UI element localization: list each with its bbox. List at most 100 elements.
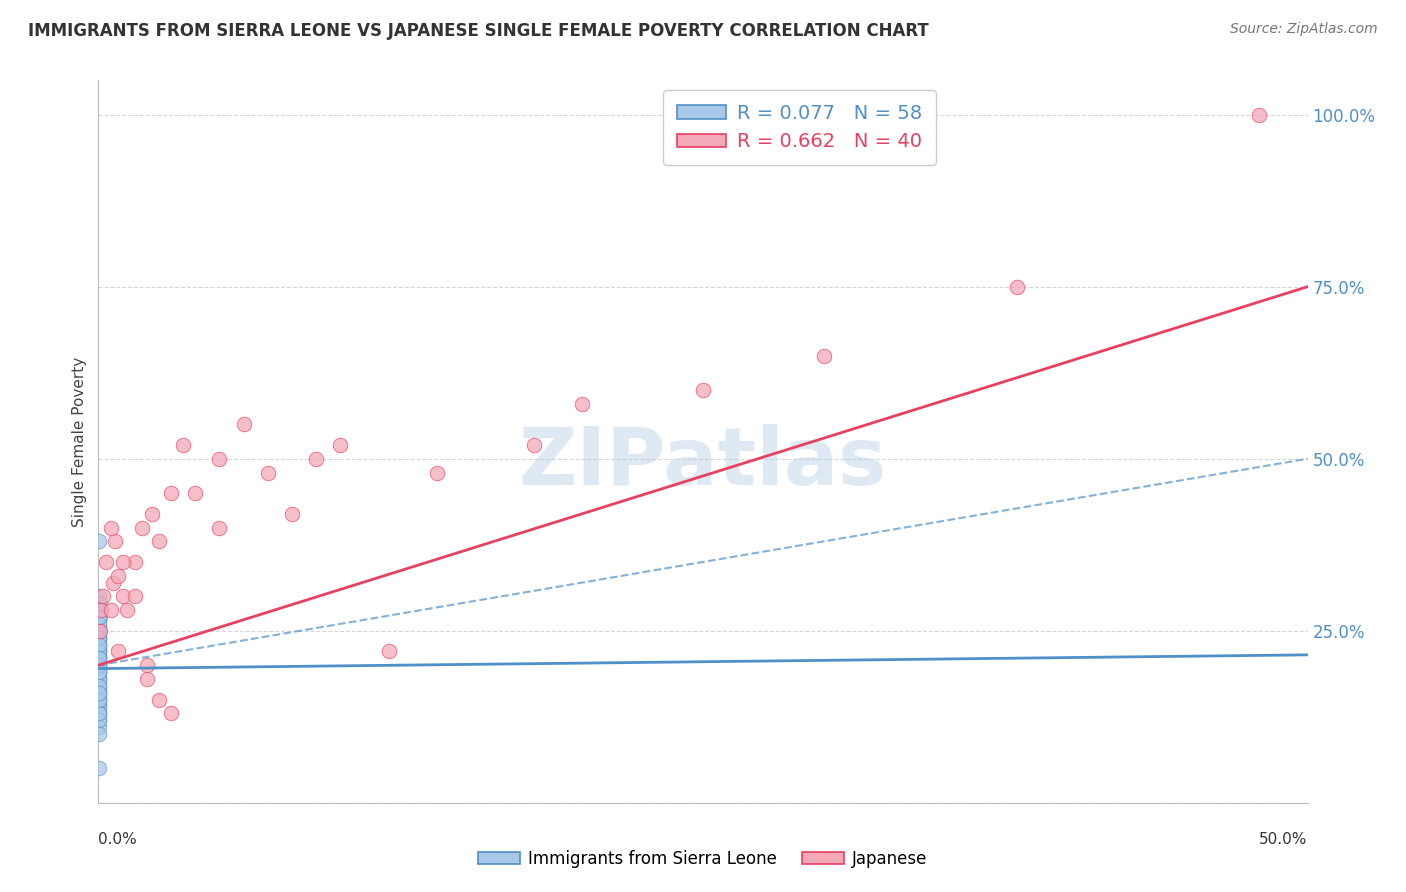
Point: [692, 383, 714, 397]
Point: [160, 706, 183, 721]
Point: [101, 575, 124, 590]
Point: [89, 638, 111, 652]
Point: [89, 665, 111, 679]
Point: [89, 686, 111, 700]
Point: [89, 651, 111, 665]
Point: [89, 672, 111, 686]
Point: [87, 706, 110, 721]
Point: [1007, 279, 1029, 293]
Point: [89, 665, 111, 679]
Point: [100, 520, 122, 534]
Text: Source: ZipAtlas.com: Source: ZipAtlas.com: [1230, 22, 1378, 37]
Point: [131, 520, 153, 534]
Legend: Immigrants from Sierra Leone, Japanese: Immigrants from Sierra Leone, Japanese: [471, 844, 935, 875]
Point: [281, 507, 304, 521]
Point: [141, 507, 163, 521]
Point: [117, 603, 139, 617]
Point: [208, 451, 231, 466]
Point: [89, 651, 111, 665]
Point: [87, 706, 110, 721]
Point: [89, 638, 111, 652]
Point: [89, 616, 111, 631]
Point: [523, 438, 546, 452]
Point: [89, 624, 111, 638]
Point: [89, 631, 111, 645]
Point: [87, 644, 110, 658]
Point: [87, 699, 110, 714]
Point: [111, 590, 134, 604]
Point: [89, 665, 111, 679]
Point: [89, 672, 111, 686]
Point: [89, 651, 111, 665]
Point: [89, 679, 111, 693]
Point: [89, 624, 111, 638]
Point: [172, 438, 194, 452]
Point: [148, 534, 170, 549]
Point: [89, 603, 111, 617]
Point: [87, 686, 110, 700]
Point: [87, 706, 110, 721]
Point: [89, 658, 111, 673]
Point: [89, 624, 111, 638]
Point: [89, 638, 111, 652]
Point: [91, 590, 114, 604]
Point: [160, 486, 183, 500]
Point: [89, 590, 111, 604]
Point: [89, 631, 111, 645]
Point: [89, 610, 111, 624]
Point: [111, 555, 134, 569]
Point: [94, 555, 117, 569]
Point: [89, 644, 111, 658]
Point: [89, 631, 111, 645]
Point: [87, 686, 110, 700]
Point: [89, 534, 111, 549]
Text: IMMIGRANTS FROM SIERRA LEONE VS JAPANESE SINGLE FEMALE POVERTY CORRELATION CHART: IMMIGRANTS FROM SIERRA LEONE VS JAPANESE…: [28, 22, 929, 40]
Point: [256, 466, 278, 480]
Point: [208, 520, 231, 534]
Point: [87, 692, 110, 706]
Point: [87, 692, 110, 706]
Point: [148, 692, 170, 706]
Point: [89, 638, 111, 652]
Point: [89, 658, 111, 673]
Point: [89, 658, 111, 673]
Point: [329, 438, 352, 452]
Point: [87, 720, 110, 734]
Point: [87, 713, 110, 727]
Point: [87, 699, 110, 714]
Legend: R = 0.077   N = 58, R = 0.662   N = 40: R = 0.077 N = 58, R = 0.662 N = 40: [664, 90, 936, 165]
Point: [87, 672, 110, 686]
Point: [89, 679, 111, 693]
Point: [107, 568, 129, 582]
Point: [124, 590, 146, 604]
Point: [1249, 108, 1271, 122]
Point: [89, 644, 111, 658]
Point: [124, 555, 146, 569]
Point: [107, 644, 129, 658]
Point: [89, 644, 111, 658]
Point: [89, 651, 111, 665]
Point: [87, 727, 110, 741]
Point: [571, 397, 593, 411]
Point: [135, 672, 157, 686]
Point: [184, 486, 207, 500]
Point: [377, 644, 399, 658]
Point: [135, 658, 157, 673]
Point: [89, 610, 111, 624]
Point: [100, 603, 122, 617]
Point: [89, 686, 111, 700]
Text: 0.0%: 0.0%: [98, 831, 138, 847]
Point: [87, 692, 110, 706]
Point: [89, 603, 111, 617]
Point: [89, 658, 111, 673]
Point: [89, 624, 111, 638]
Point: [89, 679, 111, 693]
Point: [813, 349, 835, 363]
Point: [89, 596, 111, 610]
Point: [232, 417, 254, 432]
Point: [87, 761, 110, 775]
Point: [89, 665, 111, 679]
Y-axis label: Single Female Poverty: Single Female Poverty: [72, 357, 87, 526]
Point: [90, 603, 112, 617]
Point: [87, 713, 110, 727]
